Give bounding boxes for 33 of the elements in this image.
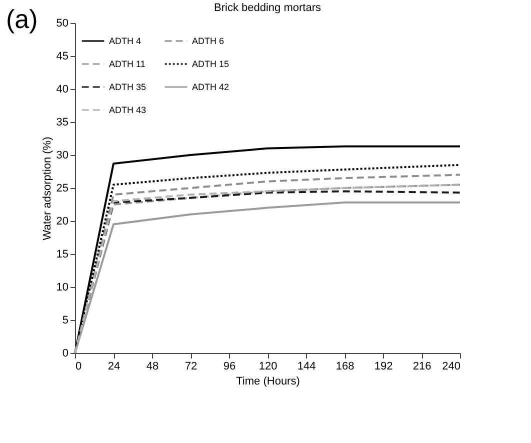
text: (a) (6, 4, 38, 35)
legend-label: ADTH 43 (109, 105, 146, 115)
x-tick-label: 168 (336, 360, 354, 372)
chart-title: Brick bedding mortars (214, 2, 322, 14)
y-tick-label: 25 (56, 182, 68, 194)
x-tick-label: 0 (76, 360, 82, 372)
x-tick-label: 192 (374, 360, 393, 372)
legend-label: ADTH 4 (109, 36, 142, 46)
y-tick-label: 30 (56, 150, 68, 162)
legend-label: ADTH 42 (192, 82, 230, 92)
x-tick-label: 120 (258, 360, 278, 372)
x-tick-label: 72 (184, 360, 198, 372)
legend-label: ADTH 35 (109, 82, 146, 92)
x-tick-label: 240 (442, 360, 460, 372)
x-tick-label: 24 (108, 360, 120, 372)
legend-label: ADTH 11 (109, 59, 146, 69)
y-axis-title: Water adsorption (%) (41, 136, 54, 240)
legend-label: ADTH 15 (192, 59, 230, 69)
y-tick-label: 10 (56, 282, 68, 294)
y-tick-label: 35 (56, 116, 68, 128)
y-tick-label: 45 (56, 50, 68, 62)
x-axis-title: Time (Hours) (236, 376, 300, 388)
y-tick-label: 0 (62, 348, 68, 360)
x-tick-label: 216 (412, 360, 432, 372)
x-tick-label: 96 (223, 360, 236, 372)
y-tick-label: 15 (56, 248, 68, 260)
y-tick-label: 5 (62, 314, 68, 326)
y-tick-label: 20 (56, 216, 68, 228)
y-tick-label: 40 (56, 84, 68, 96)
x-tick-label: 48 (146, 360, 159, 372)
legend-label: ADTH 6 (192, 36, 224, 46)
y-tick-label: 50 (56, 18, 68, 30)
x-tick-label: 144 (297, 360, 316, 372)
